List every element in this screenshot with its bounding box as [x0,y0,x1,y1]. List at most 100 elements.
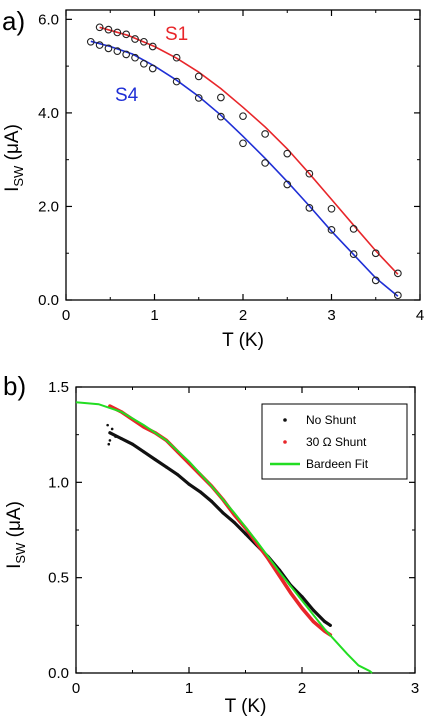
data-point-no-shunt [114,435,117,438]
y-axis-label-sub: SW [11,165,26,187]
data-point-s1 [131,35,139,43]
data-point-no-shunt [323,620,327,624]
data-point-s1 [327,204,336,213]
data-point-s4 [327,225,336,234]
data-point-30-shunt [289,591,293,595]
x-tick-label: 1 [150,307,158,324]
data-point-s4 [86,37,95,46]
y-axis-label-sub: SW [13,542,28,564]
y-axis-label: ISW (μA) [4,501,28,569]
data-point-s1 [95,23,104,32]
legend-label-bardeen-fit: Bardeen Fit [306,457,369,471]
legend-swatch-no-shunt [283,418,287,422]
data-point-s4 [122,50,131,59]
y-tick-label: 6.0 [38,11,59,28]
y-tick-label: 0.0 [38,292,59,309]
x-tick-label: 3 [327,307,335,324]
data-point-s4 [371,276,380,285]
data-point-s1 [217,93,225,102]
x-tick-label: 4 [416,307,424,324]
x-tick-label: 0 [72,680,80,697]
y-tick-label: 1.5 [48,379,69,396]
fit-curve-s1 [99,26,399,275]
data-point-no-shunt [108,431,112,435]
y-tick-label: 0.0 [48,665,69,682]
data-point-s4 [349,250,358,259]
data-point-s4 [95,41,104,49]
data-point-no-shunt [328,623,332,627]
data-point-s1 [194,72,203,81]
panel-b-label: b) [3,371,26,401]
x-axis-label: T (K) [225,696,267,717]
data-point-s4 [305,204,314,212]
series-label-s1: S1 [165,24,188,45]
data-point-no-shunt [131,442,134,446]
data-point-s1 [349,225,358,233]
data-point-no-shunt [221,511,225,515]
x-tick-label: 2 [298,680,306,697]
y-axis-label: ISW (μA) [2,124,26,192]
data-point-no-shunt [198,490,202,494]
series-label-s4: S4 [115,85,139,106]
data-point-no-shunt [244,532,247,536]
data-point-s4 [140,59,148,68]
data-point-no-shunt [311,608,315,612]
data-point-s4 [113,47,122,56]
data-point-no-shunt [108,439,112,442]
x-tick-label: 1 [185,680,193,697]
y-tick-label: 1.0 [48,474,69,491]
fit-curve-bardeen [75,401,373,674]
x-tick-label: 3 [411,680,419,697]
x-axis-label: T (K) [222,330,264,351]
y-axis-label-unit: (μA) [4,501,25,543]
data-point-s1 [113,28,122,37]
data-point-s4 [261,159,269,167]
y-axis-label-text: ISW (μA) [2,124,26,192]
data-point-s4 [394,291,402,300]
data-point-s4 [131,53,139,62]
y-tick-label: 0.5 [48,570,69,587]
data-point-s4 [172,77,181,86]
y-axis-label-unit: (μA) [2,124,23,166]
data-point-no-shunt [210,499,214,503]
fit-curve-s4 [90,40,399,297]
data-point-s1 [371,249,380,258]
data-point-no-shunt [107,442,111,446]
y-axis-label-main: I [2,187,23,192]
data-point-no-shunt [110,427,114,431]
data-point-s4 [194,94,203,102]
x-tick-label: 2 [239,307,247,324]
data-point-s1 [104,25,113,34]
legend-swatch-30-shunt [283,440,287,444]
data-point-s1 [239,112,247,121]
data-point-30-shunt [277,574,281,578]
data-point-30-shunt [311,620,315,624]
legend-label-30-shunt: 30 Ω Shunt [306,435,367,449]
data-point-s1 [261,130,269,138]
data-point-s4 [217,112,225,121]
data-point-no-shunt [142,450,146,454]
legend: No Shunt 30 Ω Shunt Bardeen Fit [261,403,408,480]
x-tick-label: 0 [62,307,70,324]
data-point-s1 [148,42,157,51]
data-point-s1 [305,169,314,178]
y-axis-label-main: I [4,564,25,569]
y-tick-label: 4.0 [38,105,59,122]
panel-a: 0 1 2 3 4 0.0 2.0 4.0 6.0 a) T (K) ISW (μA) S1 S4 [2,6,424,351]
data-point-s1 [283,149,292,158]
data-point-s4 [104,44,113,53]
y-tick-label: 2.0 [38,198,59,215]
panel-b: 0 1 2 3 0.0 0.5 1.0 1.5 b) T (K) ISW (μA) No Shunt 3… [3,371,419,717]
data-point-no-shunt [119,436,123,440]
legend-label-no-shunt: No Shunt [306,413,357,427]
data-point-s4 [148,64,157,73]
data-point-no-shunt [106,423,109,427]
data-point-s1 [172,53,181,62]
panel-a-label: a) [2,6,25,36]
data-point-no-shunt [153,457,157,461]
data-point-s4 [283,180,292,189]
data-point-s1 [140,37,148,46]
data-point-s1 [394,269,402,278]
y-axis-label-text: ISW (μA) [4,501,28,569]
